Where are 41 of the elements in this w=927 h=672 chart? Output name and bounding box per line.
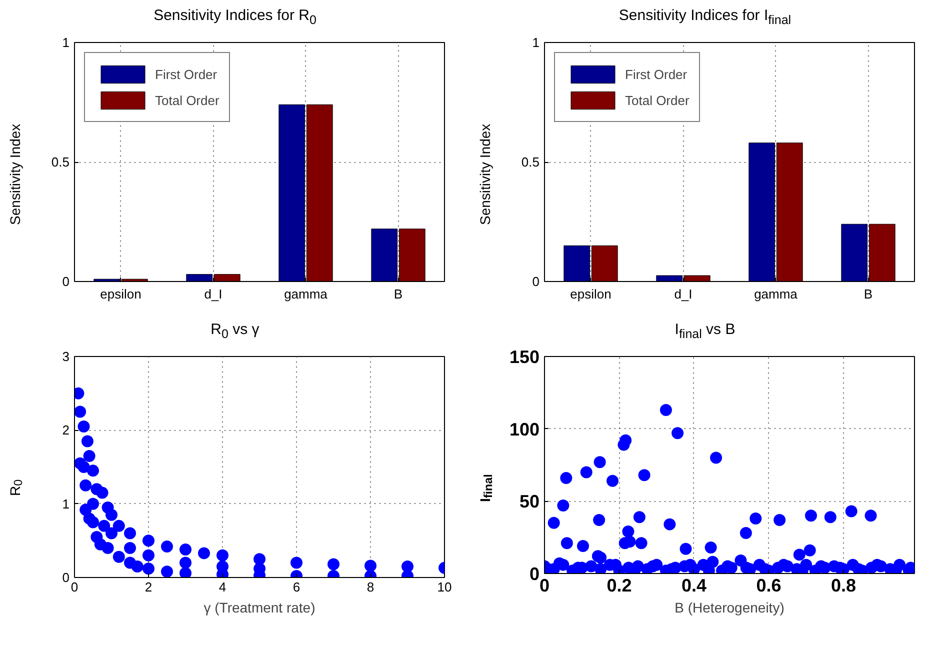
y-tick-label: 1: [532, 35, 540, 50]
legend-label: First Order: [155, 66, 218, 82]
x-tick-label: 2: [144, 580, 152, 594]
legend-label: First Order: [625, 66, 688, 82]
x-tick-label: epsilon: [100, 286, 142, 302]
x-tick-label: d_I: [204, 286, 222, 302]
chart-title: Sensitivity Indices for I$_{final}$: [618, 6, 792, 29]
y-tick-label: 3: [62, 349, 70, 364]
y-tick-label: 0: [532, 274, 540, 289]
y-tick-label: 150: [509, 347, 540, 367]
y-tick-label: 1: [62, 35, 70, 50]
x-tick-label: 0.6: [756, 576, 782, 596]
x-tick-label: 0.4: [681, 576, 707, 596]
y-tick-label: 100: [509, 419, 540, 440]
y-tick-label: 2: [62, 422, 70, 438]
chart-title: Sensitivity Indices for R$_{0}$: [154, 6, 316, 29]
y-axis-title: Sensitivity Index: [6, 123, 24, 225]
x-tick-label: 0.8: [830, 576, 856, 596]
x-tick-label: gamma: [284, 286, 328, 302]
x-tick-label: B: [864, 286, 873, 302]
chart-title: I$_{final}$ vs B: [674, 320, 736, 343]
y-tick-label: 0: [62, 274, 70, 289]
y-tick-label: 0.5: [51, 154, 70, 170]
x-tick-label: epsilon: [570, 286, 612, 302]
x-tick-label: B: [394, 286, 403, 302]
legend-label: Total Order: [155, 92, 220, 108]
x-axis-title: B (Heterogeneity): [674, 600, 784, 616]
x-tick-label: d_I: [674, 286, 692, 302]
x-tick-label: 8: [366, 580, 374, 594]
y-axis-title: Sensitivity Index: [476, 123, 494, 225]
chart-title: R$_{0}$ vs γ: [210, 320, 260, 343]
x-axis-title: γ (Treatment rate): [204, 600, 316, 616]
x-tick-label: 0.2: [606, 576, 632, 596]
y-tick-label: 50: [519, 492, 540, 512]
legend-label: Total Order: [625, 92, 690, 108]
y-tick-label: 1: [62, 496, 70, 512]
x-tick-label: gamma: [754, 286, 798, 302]
x-tick-label: 10: [437, 580, 452, 594]
y-tick-label: 0.5: [521, 154, 540, 170]
x-tick-label: 4: [218, 580, 226, 594]
x-tick-label: 6: [292, 580, 300, 594]
